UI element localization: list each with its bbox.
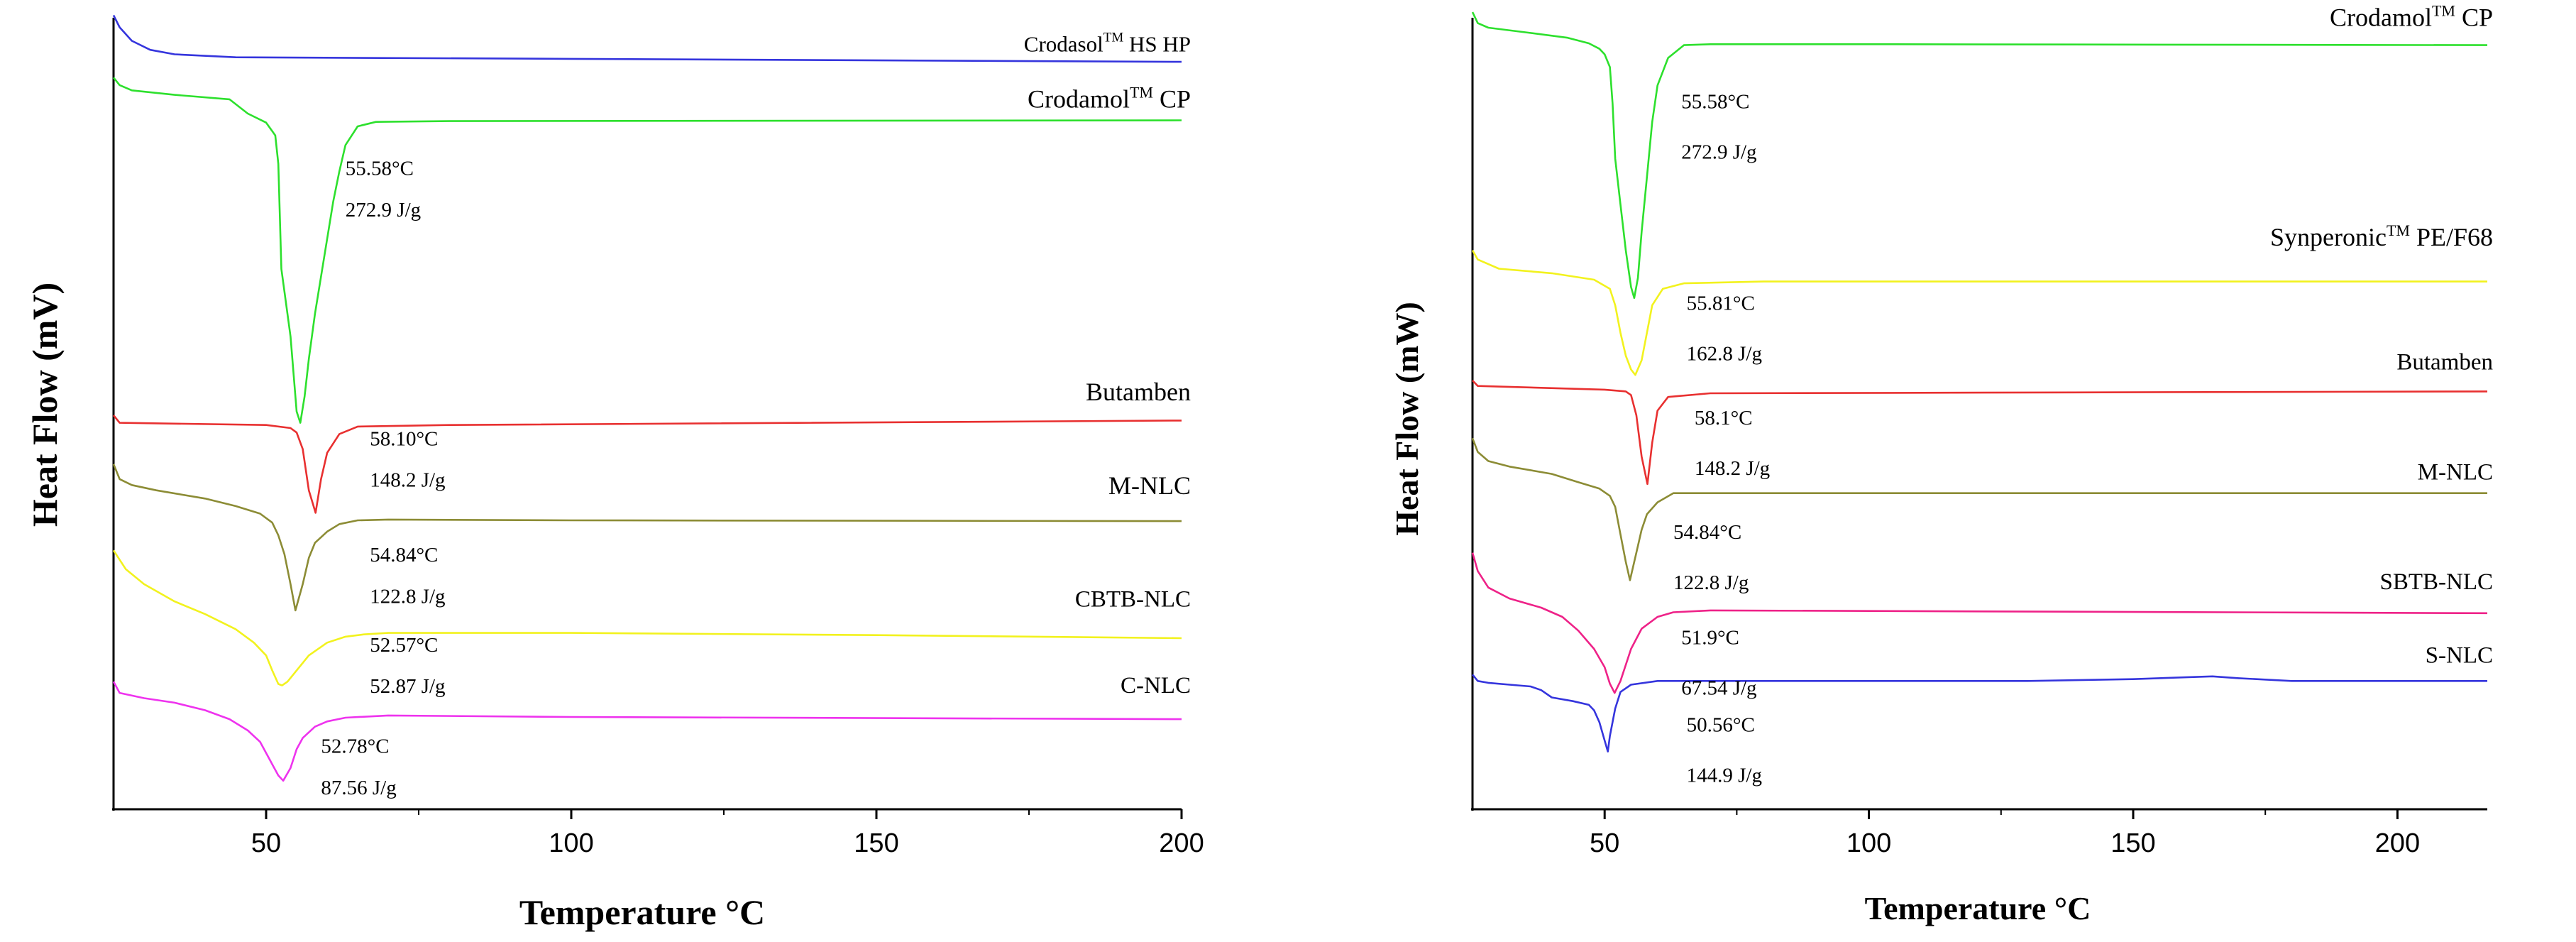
peak-annotation: 55.58°C	[1681, 91, 1749, 114]
peak-annotation: 55.58°C	[346, 158, 414, 180]
right-x-axis-label: Temperature °C	[1865, 890, 2091, 926]
series-line-sbtb-nlc	[1471, 552, 2488, 694]
series-line-butamben	[1472, 380, 2488, 486]
x-tick-label: 200	[2375, 828, 2420, 858]
peak-annotation: 67.54 J/g	[1681, 677, 1756, 700]
series-line-crodamol-cp	[1471, 11, 2488, 300]
left-x-axis-label: Temperature °C	[519, 892, 765, 932]
peak-annotation: 52.78°C	[321, 735, 389, 758]
x-tick-label: 150	[2110, 828, 2155, 858]
series-line-c-nlc	[112, 681, 1182, 782]
series-name-label: CrodasolTM HS HP	[1024, 30, 1191, 56]
x-tick-label: 100	[549, 828, 593, 858]
peak-annotation: 162.8 J/g	[1687, 343, 1762, 366]
series-name-label: CrodamolTM CP	[2330, 1, 2493, 31]
x-tick-label: 200	[1159, 828, 1204, 858]
left-chart-panel: Heat Flow (mV) Temperature °C 50 100 150 20…	[25, 14, 1204, 932]
series-line-crodamol-cp	[112, 77, 1182, 424]
left-y-axis-label: Heat Flow (mV)	[25, 283, 65, 527]
peak-annotation: 144.9 J/g	[1687, 764, 1762, 787]
peak-annotation: 122.8 J/g	[1673, 571, 1749, 594]
peak-annotation: 272.9 J/g	[1681, 141, 1756, 164]
series-line-cbtb-nlc	[112, 549, 1182, 686]
peak-annotation: 54.84°C	[370, 544, 438, 566]
series-line-s-nlc	[1471, 674, 2487, 752]
series-line-butamben	[112, 415, 1182, 514]
right-y-axis-label: Heat Flow (mW)	[1389, 302, 1425, 536]
series-name-label: SynperonicTM PE/F68	[2270, 221, 2493, 251]
series-line-m-nlc	[112, 464, 1182, 612]
peak-annotation: 87.56 J/g	[321, 777, 396, 799]
series-name-label: Butamben	[2396, 349, 2493, 375]
peak-annotation: 148.2 J/g	[1695, 457, 1770, 480]
peak-annotation: 50.56°C	[1687, 713, 1755, 736]
series-name-label: M-NLC	[2418, 459, 2493, 485]
x-tick-label: 50	[1590, 828, 1619, 858]
peak-annotation: 58.1°C	[1695, 407, 1753, 429]
series-name-label: CBTB-NLC	[1075, 587, 1191, 613]
peak-annotation: 122.8 J/g	[370, 585, 445, 608]
peak-annotation: 272.9 J/g	[346, 199, 421, 221]
x-tick-label: 50	[251, 828, 281, 858]
series-name-label: Butamben	[1086, 378, 1191, 406]
peak-annotation: 55.81°C	[1687, 292, 1755, 315]
peak-annotation: 52.57°C	[370, 634, 438, 657]
peak-annotation: 148.2 J/g	[370, 469, 445, 491]
x-tick-label: 100	[1846, 828, 1891, 858]
peak-annotation: 58.10°C	[370, 427, 438, 450]
x-tick-label: 150	[854, 828, 898, 858]
right-chart-panel: Heat Flow (mW) Temperature °C 50 100 150 20…	[1389, 1, 2493, 926]
series-name-label: S-NLC	[2426, 642, 2493, 668]
peak-annotation: 54.84°C	[1673, 521, 1741, 544]
series-name-label: SBTB-NLC	[2379, 569, 2493, 595]
series-line-crodasol-hs-hp	[112, 14, 1182, 63]
peak-annotation: 52.87 J/g	[370, 675, 445, 698]
series-name-label: M-NLC	[1108, 471, 1191, 500]
series-line-synperonic-pe-f68	[1471, 250, 2487, 376]
peak-annotation: 51.9°C	[1681, 627, 1739, 650]
series-line-m-nlc	[1471, 437, 2487, 581]
series-name-label: C-NLC	[1121, 673, 1191, 699]
series-name-label: CrodamolTM CP	[1028, 84, 1191, 114]
